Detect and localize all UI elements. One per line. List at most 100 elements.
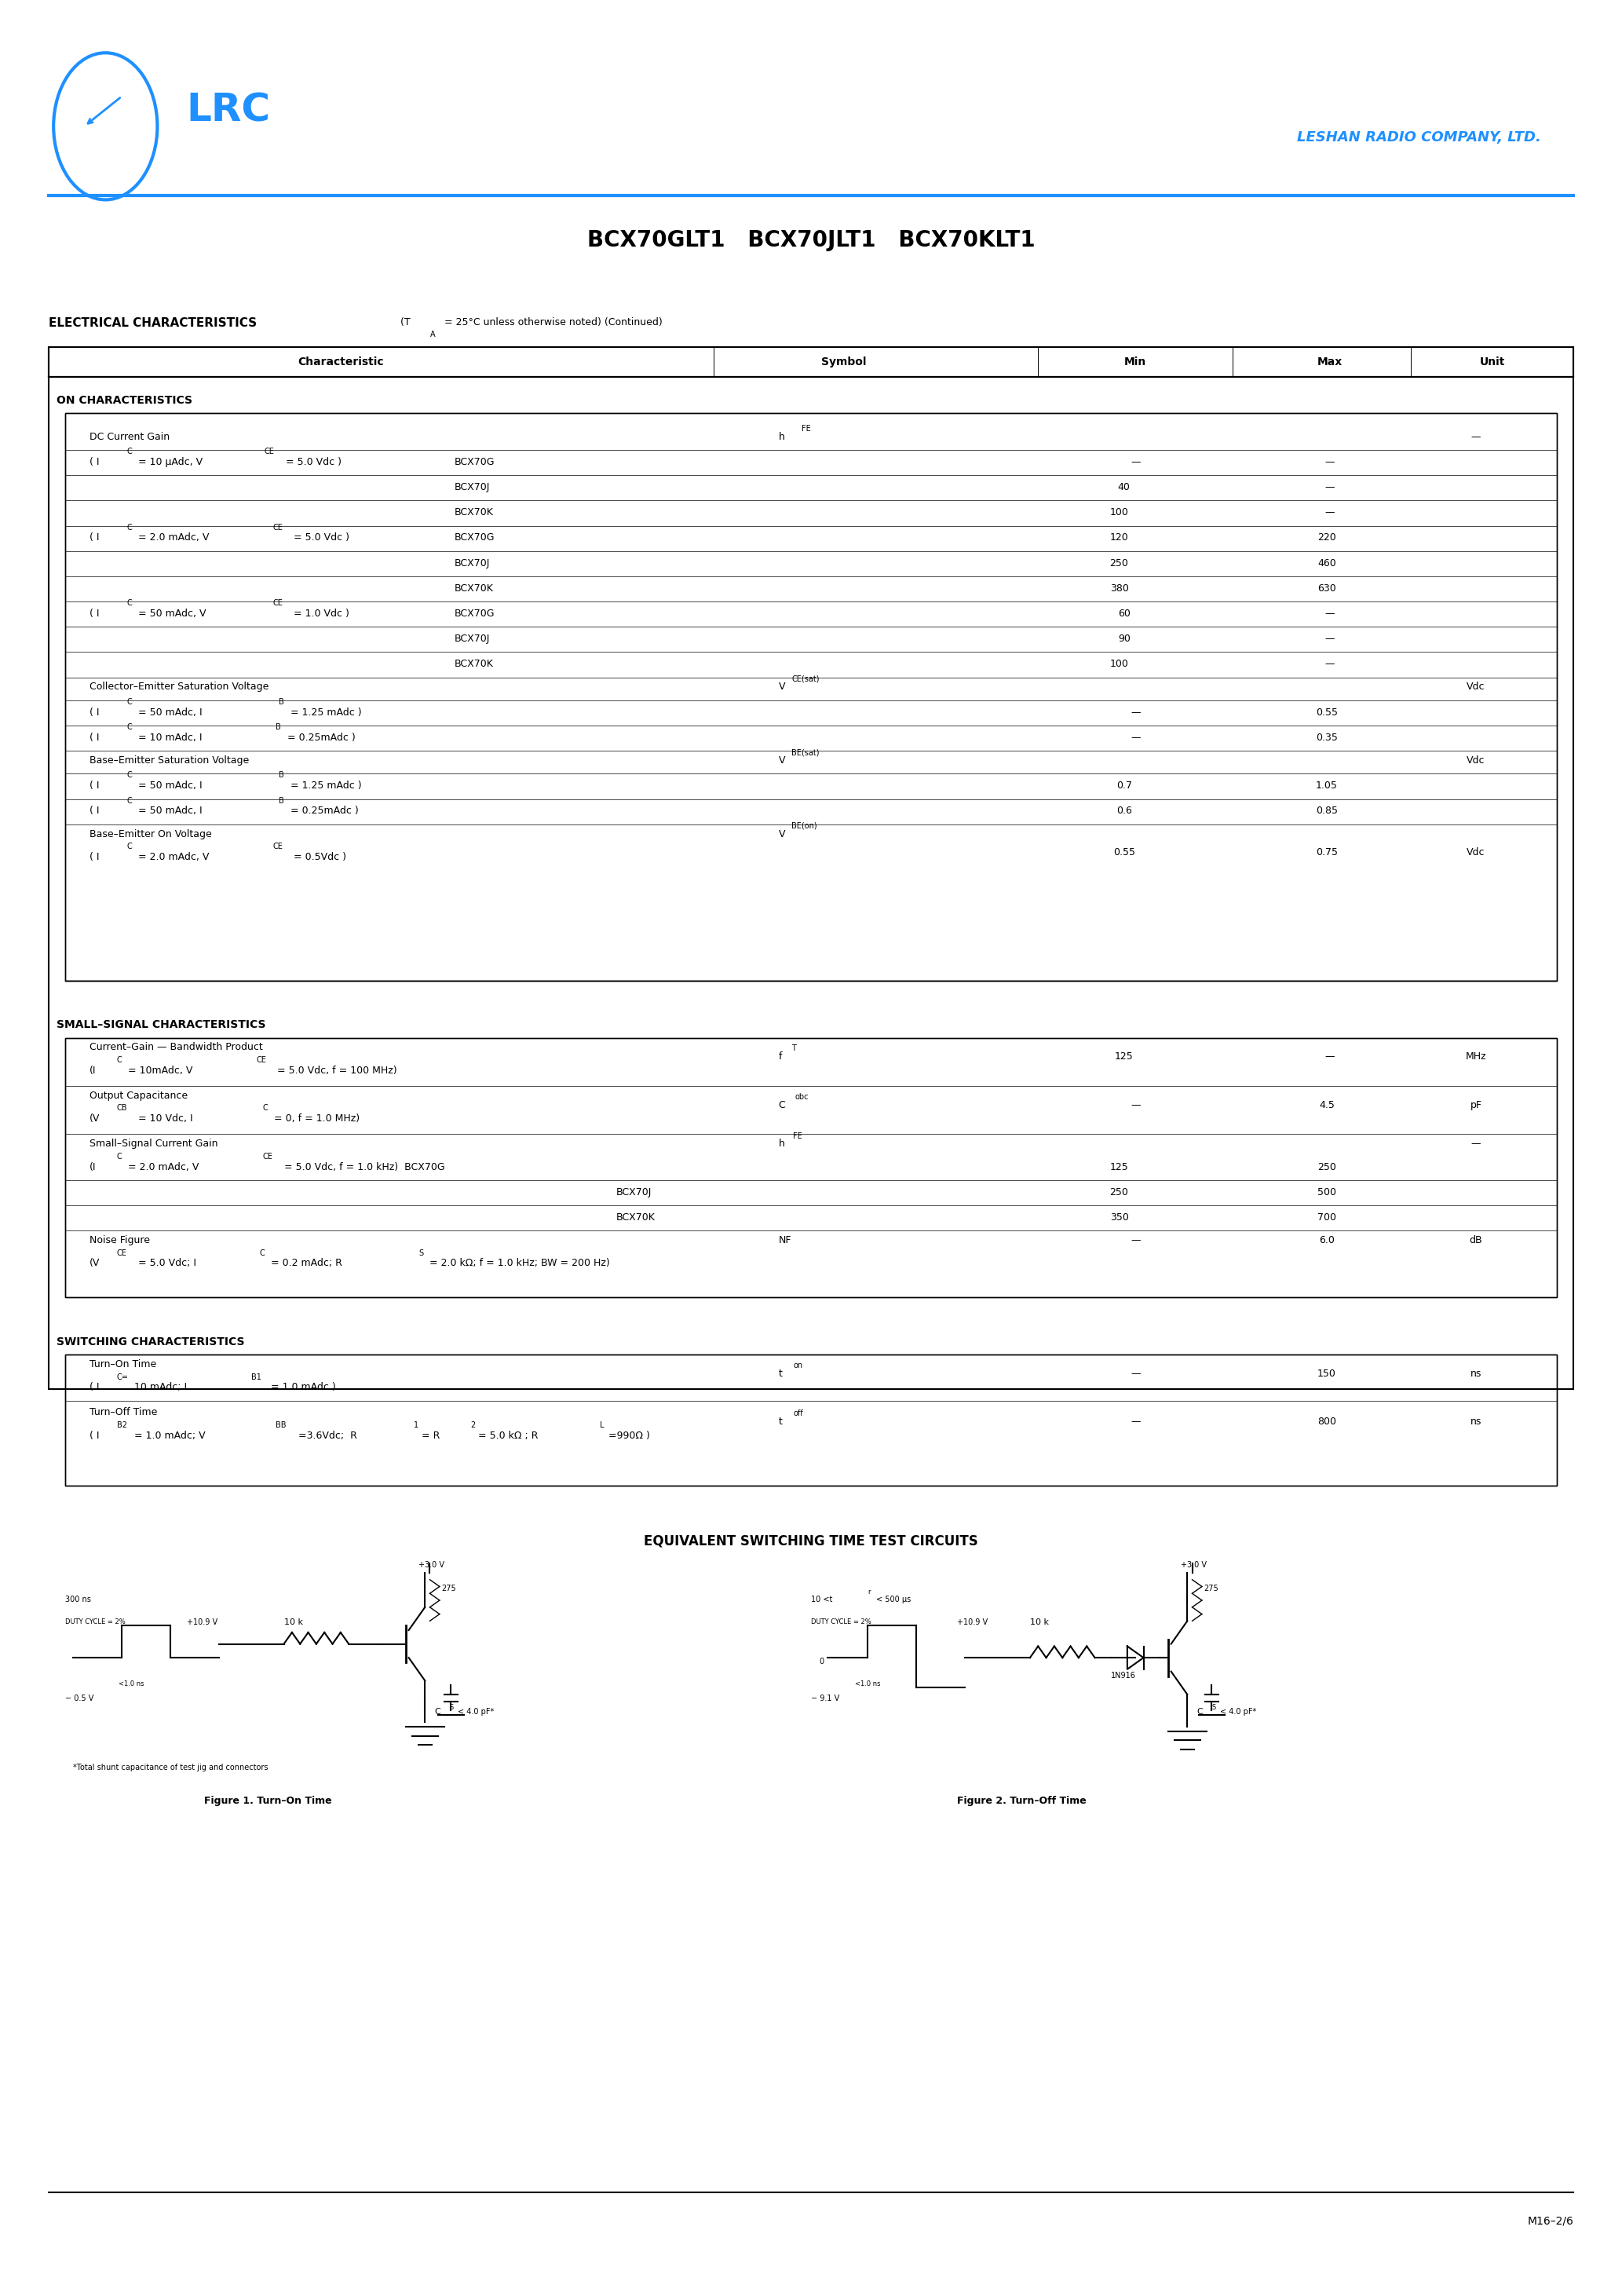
Text: BCX70J: BCX70J [454, 634, 490, 643]
Text: T: T [792, 1045, 796, 1052]
Text: ( I: ( I [89, 852, 99, 861]
Text: —: — [1325, 608, 1335, 618]
Text: C=: C= [117, 1373, 128, 1380]
Bar [65, 413, 1557, 980]
Text: CE: CE [117, 1249, 127, 1256]
Text: Figure 2. Turn–Off Time: Figure 2. Turn–Off Time [957, 1795, 1087, 1805]
Text: 1N916: 1N916 [1111, 1671, 1135, 1678]
Text: 10 <t: 10 <t [811, 1596, 832, 1603]
Text: C: C [127, 448, 131, 455]
Text: C: C [127, 723, 131, 730]
Text: C: C [435, 1708, 441, 1715]
Text: NF: NF [779, 1235, 792, 1244]
Text: Output Capacitance: Output Capacitance [89, 1091, 188, 1100]
Text: —: — [1131, 1235, 1140, 1244]
Text: h: h [779, 432, 785, 441]
Text: BB: BB [276, 1421, 287, 1428]
Text: Figure 1. Turn–On Time: Figure 1. Turn–On Time [204, 1795, 331, 1805]
Text: = 0.25mAdc ): = 0.25mAdc ) [290, 806, 358, 815]
Text: = 5.0 Vdc ): = 5.0 Vdc ) [294, 533, 349, 542]
Text: SWITCHING CHARACTERISTICS: SWITCHING CHARACTERISTICS [57, 1336, 245, 1348]
Text: 1: 1 [414, 1421, 418, 1428]
Text: < 4.0 pF*: < 4.0 pF* [1220, 1708, 1255, 1715]
Text: —: — [1325, 659, 1335, 668]
Text: CE(sat): CE(sat) [792, 675, 819, 682]
Bar [49, 347, 1573, 377]
Text: (I: (I [89, 1162, 96, 1171]
Text: 500: 500 [1317, 1187, 1337, 1196]
Text: B: B [279, 797, 284, 804]
Text: CE: CE [256, 1056, 266, 1063]
Text: 125: 125 [1114, 1052, 1134, 1061]
Text: BCX70G: BCX70G [454, 608, 495, 618]
Text: = 1.0 mAdc ): = 1.0 mAdc ) [271, 1382, 336, 1391]
Text: 120: 120 [1109, 533, 1129, 542]
Text: 4.5: 4.5 [1319, 1100, 1335, 1109]
Text: V: V [779, 829, 785, 838]
Text: DC Current Gain: DC Current Gain [89, 432, 169, 441]
Bar [65, 1355, 1557, 1486]
Text: 40: 40 [1118, 482, 1131, 491]
Text: 150: 150 [1317, 1368, 1337, 1378]
Text: = 5.0 kΩ ; R: = 5.0 kΩ ; R [478, 1430, 539, 1440]
Text: +3.0 V: +3.0 V [1181, 1561, 1207, 1568]
Text: <1.0 ns: <1.0 ns [855, 1681, 881, 1688]
Text: S: S [418, 1249, 423, 1256]
Text: = 0.5Vdc ): = 0.5Vdc ) [294, 852, 345, 861]
Text: EQUIVALENT SWITCHING TIME TEST CIRCUITS: EQUIVALENT SWITCHING TIME TEST CIRCUITS [644, 1534, 978, 1548]
Text: Min: Min [1124, 356, 1147, 367]
Text: (V: (V [89, 1258, 99, 1267]
Text: = 10 μAdc, V: = 10 μAdc, V [138, 457, 203, 466]
Text: = 1.0 Vdc ): = 1.0 Vdc ) [294, 608, 349, 618]
Text: ( I: ( I [89, 732, 99, 742]
Text: Turn–On Time: Turn–On Time [89, 1359, 156, 1368]
Text: —: — [1471, 1139, 1481, 1148]
Text: —: — [1131, 1417, 1140, 1426]
Text: = 5.0 Vdc ): = 5.0 Vdc ) [285, 457, 341, 466]
Text: Collector–Emitter Saturation Voltage: Collector–Emitter Saturation Voltage [89, 682, 269, 691]
Text: FE: FE [801, 425, 811, 432]
Text: on: on [793, 1362, 803, 1368]
Text: Noise Figure: Noise Figure [89, 1235, 149, 1244]
Text: ON CHARACTERISTICS: ON CHARACTERISTICS [57, 395, 193, 406]
Text: Vdc: Vdc [1466, 755, 1486, 765]
Text: 0.55: 0.55 [1315, 707, 1338, 716]
Text: S: S [1212, 1704, 1216, 1711]
Text: ( I: ( I [89, 1430, 99, 1440]
Text: C: C [260, 1249, 264, 1256]
Text: BCX70K: BCX70K [454, 583, 493, 592]
Text: —: — [1131, 1100, 1140, 1109]
Text: B1: B1 [251, 1373, 261, 1380]
Text: MHz: MHz [1466, 1052, 1486, 1061]
Text: V: V [779, 755, 785, 765]
Text: 0.75: 0.75 [1315, 847, 1338, 856]
Text: 275: 275 [1204, 1584, 1218, 1591]
Text: +10.9 V: +10.9 V [957, 1619, 988, 1626]
Text: h: h [779, 1139, 785, 1148]
Text: Vdc: Vdc [1466, 847, 1486, 856]
Text: —: — [1325, 482, 1335, 491]
Text: 125: 125 [1109, 1162, 1129, 1171]
Text: +3.0 V: +3.0 V [418, 1561, 444, 1568]
Text: Small–Signal Current Gain: Small–Signal Current Gain [89, 1139, 217, 1148]
Text: pF: pF [1470, 1100, 1483, 1109]
Text: 0.35: 0.35 [1315, 732, 1338, 742]
Text: BCX70J: BCX70J [454, 558, 490, 567]
Text: —: — [1325, 507, 1335, 517]
Text: 10 k: 10 k [1030, 1619, 1049, 1626]
Text: = 1.25 mAdc ): = 1.25 mAdc ) [290, 781, 362, 790]
Text: CE: CE [263, 1153, 272, 1159]
Text: 630: 630 [1317, 583, 1337, 592]
Text: S: S [449, 1704, 454, 1711]
Text: ( I: ( I [89, 806, 99, 815]
Text: 250: 250 [1109, 558, 1129, 567]
Text: = 50 mAdc, I: = 50 mAdc, I [138, 806, 203, 815]
Text: 0.6: 0.6 [1116, 806, 1132, 815]
Text: − 9.1 V: − 9.1 V [811, 1694, 840, 1701]
Text: = 2.0 kΩ; f = 1.0 kHz; BW = 200 Hz): = 2.0 kΩ; f = 1.0 kHz; BW = 200 Hz) [430, 1258, 610, 1267]
Bar [65, 1038, 1557, 1297]
Text: = 5.0 Vdc; I: = 5.0 Vdc; I [138, 1258, 196, 1267]
Text: C: C [127, 797, 131, 804]
Text: 275: 275 [441, 1584, 456, 1591]
Bar [49, 347, 1573, 1389]
